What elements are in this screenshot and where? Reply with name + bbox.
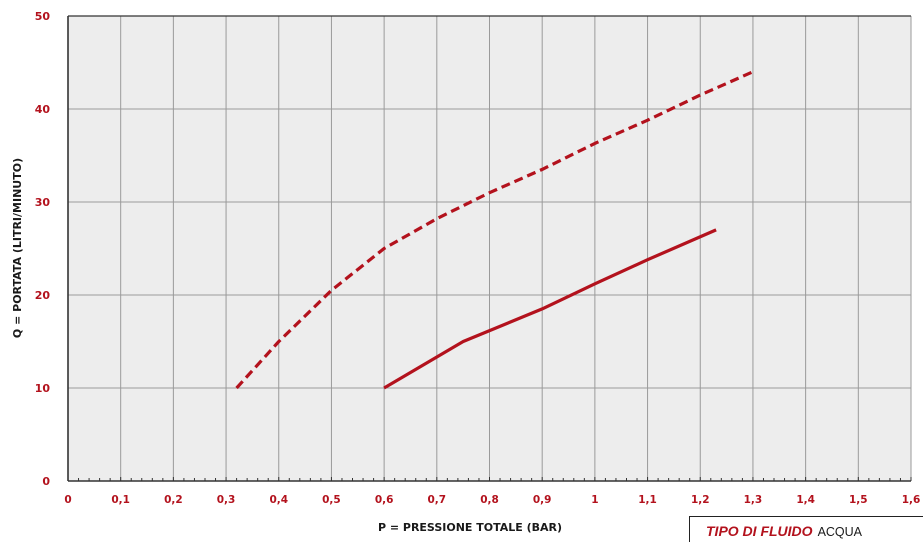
- x-tick-label: 1,2: [691, 494, 710, 506]
- fluid-type-label: TIPO DI FLUIDO: [706, 523, 813, 539]
- x-tick-label: 0,4: [269, 494, 288, 506]
- x-tick-label: 0,6: [375, 494, 394, 506]
- x-tick-label: 1,4: [796, 494, 815, 506]
- y-tick-labels: 0 10 20 30 40 50: [35, 10, 51, 488]
- fluid-type-value: ACQUA: [817, 525, 863, 539]
- x-tick-label: 1: [591, 494, 598, 506]
- x-tick-label: 0,7: [428, 494, 447, 506]
- y-tick-label: 50: [35, 10, 51, 23]
- x-tick-label: 0: [64, 494, 71, 506]
- x-tick-label: 1,6: [902, 494, 921, 506]
- y-tick-label: 40: [35, 103, 51, 116]
- grid: [68, 15, 912, 481]
- x-tick-label: 0,3: [217, 494, 236, 506]
- x-tick-label: 0,1: [111, 494, 130, 506]
- x-tick-label: 0,8: [480, 494, 499, 506]
- x-axis-label: P = PRESSIONE TOTALE (BAR): [378, 521, 562, 534]
- x-tick-label: 1,3: [744, 494, 763, 506]
- y-tick-label: 30: [35, 196, 51, 209]
- x-tick-label: 1,1: [638, 494, 657, 506]
- series-line-dashed: [235, 70, 754, 390]
- y-tick-label: 10: [35, 382, 51, 395]
- series-line-solid: [383, 228, 717, 390]
- x-tick-labels: 0 0,1 0,2 0,3 0,4 0,5 0,6 0,7 0,8 0,9 1 1,1 1,2 1,3 1,…: [64, 494, 920, 506]
- y-tick-label: 0: [42, 475, 50, 488]
- fluid-type-box: TIPO DI FLUIDO ACQUA: [689, 516, 923, 542]
- y-axis-label: Q = PORTATA (LITRI/MINUTO): [11, 158, 24, 338]
- x-tick-label: 1,5: [849, 494, 868, 506]
- x-tick-label: 0,2: [164, 494, 183, 506]
- series-layer: [235, 70, 754, 390]
- x-tick-label: 0,5: [322, 494, 341, 506]
- y-tick-label: 20: [35, 289, 51, 302]
- x-tick-label: 0,9: [533, 494, 552, 506]
- axes: [67, 15, 912, 482]
